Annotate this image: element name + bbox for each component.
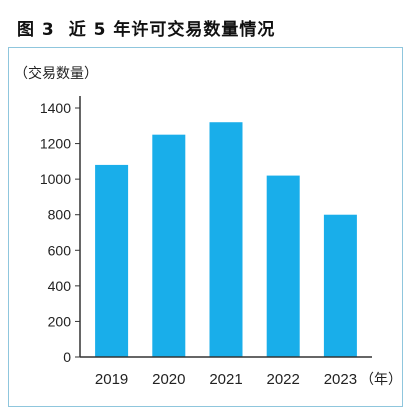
y-axis-label: （交易数量） — [14, 65, 98, 82]
y-tick-label: 1200 — [40, 136, 71, 152]
x-tick-label: 2019 — [95, 371, 128, 388]
bar-2019 — [95, 164, 129, 357]
bar-series — [95, 122, 357, 357]
y-tick-label: 600 — [48, 242, 72, 258]
x-tick-label: 2023 — [324, 371, 357, 388]
bar-2020 — [152, 134, 186, 357]
figure-title-text: 近 5 年许可交易数量情况 — [68, 20, 276, 40]
x-axis-unit-label: （年） — [360, 372, 402, 388]
bar-2022 — [266, 175, 300, 357]
bar-2023 — [323, 214, 357, 357]
figure-title: 图 3 近 5 年许可交易数量情况 — [17, 15, 275, 40]
x-tick-label: 2022 — [267, 371, 300, 388]
bar-2021 — [209, 122, 243, 357]
y-tick-label: 200 — [48, 313, 72, 329]
y-tick-label: 800 — [48, 207, 72, 223]
x-tick-label: 2021 — [209, 371, 242, 388]
chart-panel — [8, 47, 403, 407]
y-tick-label: 1000 — [40, 171, 71, 187]
y-tick-label: 1400 — [40, 100, 71, 116]
y-axis-ticks: 0 200 400 600 800 1000 1200 1400 — [40, 100, 80, 365]
x-tick-label: 2020 — [152, 371, 185, 388]
figure-number: 图 3 — [17, 20, 55, 40]
x-axis-ticks: 2019 2020 2021 2022 2023 — [95, 371, 357, 388]
y-tick-label: 400 — [48, 278, 72, 294]
y-tick-label: 0 — [63, 349, 71, 365]
